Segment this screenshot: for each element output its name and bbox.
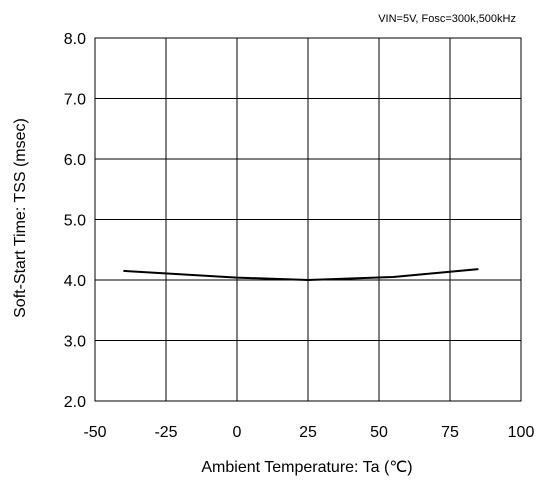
grid <box>95 38 521 401</box>
x-tick-label: -50 <box>83 424 106 441</box>
y-tick-label: 6.0 <box>64 152 86 169</box>
y-tick-label: 2.0 <box>64 394 86 411</box>
x-tick-label: 25 <box>299 424 317 441</box>
x-tick-label: 0 <box>233 424 242 441</box>
series-line <box>123 268 479 282</box>
x-tick-label: -25 <box>154 424 177 441</box>
x-tick-label: 75 <box>441 424 459 441</box>
y-tick-label: 8.0 <box>64 31 86 48</box>
y-tick-label: 5.0 <box>64 213 86 230</box>
y-axis-label: Soft-Start Time: TSS (msec) <box>12 118 29 318</box>
y-tick-label: 4.0 <box>64 273 86 290</box>
y-tick-labels: 2.0 3.0 4.0 5.0 6.0 7.0 8.0 <box>64 31 86 411</box>
series-layer <box>123 268 479 282</box>
x-tick-label: 50 <box>370 424 388 441</box>
y-tick-label: 7.0 <box>64 92 86 109</box>
y-tick-label: 3.0 <box>64 334 86 351</box>
x-axis-label: Ambient Temperature: Ta (℃) <box>201 459 412 476</box>
condition-note: VIN=5V, Fosc=300k,500kHz <box>378 13 516 25</box>
plot-frame <box>94 37 522 402</box>
x-tick-label: 100 <box>508 424 535 441</box>
x-tick-labels: -50 -25 0 25 50 75 100 <box>83 424 534 441</box>
